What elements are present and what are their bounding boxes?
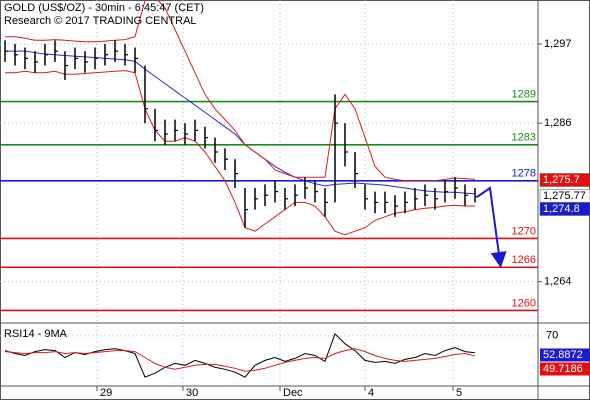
x-tick-label: 4 (368, 387, 374, 399)
rsi-tag: 52.8872 (543, 349, 583, 361)
x-tick-label: Dec (283, 387, 303, 399)
price-tag-box (539, 202, 590, 216)
rsi-line (4, 332, 476, 378)
rsi-tag: 49.7186 (543, 363, 583, 375)
level-label: 1289 (512, 88, 536, 100)
chart-title: GOLD (US$/OZ) - 30min - 6:45:47 (CET) (4, 2, 204, 14)
price-tag: 1,275.7 (543, 174, 580, 186)
rsi-tick-label: 70 (546, 330, 558, 342)
level-label: 1278 (512, 168, 536, 180)
y-tick-label: 1,264 (544, 276, 572, 288)
level-label: 1260 (512, 297, 536, 309)
rsi-panel (0, 326, 538, 385)
level-label: 1266 (512, 254, 536, 266)
forecast-arrow (476, 186, 507, 268)
x-tick-label: 30 (186, 387, 198, 399)
indicator-line (5, 70, 475, 236)
rsi-tag-box (540, 362, 590, 376)
price-tag: 1,275.77 (543, 190, 586, 202)
y-tick-label: 1,297 (544, 38, 572, 50)
price-tag-box (539, 173, 590, 187)
y-tick-label: 1,286 (544, 117, 572, 129)
rsi-title: RSI14 - 9MA (4, 328, 68, 340)
indicator-line (5, 0, 476, 182)
x-tick-label: 5 (456, 387, 462, 399)
rsi-tag-box (540, 348, 590, 362)
level-label: 1283 (512, 132, 536, 144)
price-tag: 1,274.8 (543, 203, 580, 215)
price-panel (0, 0, 538, 322)
chart-subtitle: Research © 2017 TRADING CENTRAL (4, 15, 197, 27)
level-label: 1270 (512, 225, 536, 237)
indicator-line (5, 50, 476, 195)
overlay: 29 30 Dec 4 5 1,297 1,286 1,264 1289 1283 1278 1270… (96, 38, 590, 399)
x-tick-label: 29 (100, 387, 112, 399)
rsi-line (4, 348, 476, 372)
